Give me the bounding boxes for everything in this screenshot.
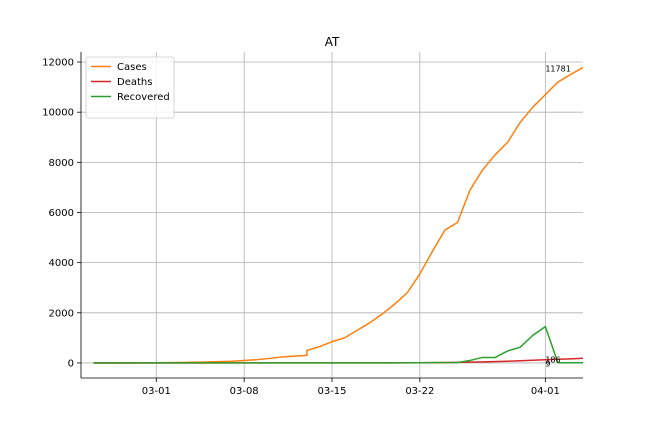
x-tick-label: 04-01: [531, 386, 560, 397]
data-series: [93, 66, 584, 364]
legend-box: [85, 56, 175, 119]
legend: Cases Deaths Recovered: [85, 56, 175, 119]
legend-label: Recovered: [117, 92, 170, 103]
y-tick-label: 0: [68, 358, 74, 369]
series-line-recovered: [93, 325, 583, 364]
y-tick-label: 6000: [49, 208, 74, 219]
axes: 03-01 03-08 03-15 03-22 04-01 0 2000 4000 6000 80…: [42, 52, 583, 397]
y-tick-label: 10000: [42, 108, 74, 119]
y-tick-label: 4000: [49, 258, 74, 269]
y-tick-label: 8000: [49, 158, 74, 169]
x-tick-label: 03-08: [230, 386, 259, 397]
y-tick-label: 2000: [49, 308, 74, 319]
x-tick-label: 03-15: [317, 386, 346, 397]
annotation-label: 9: [545, 360, 550, 369]
x-tick-label: 03-22: [405, 386, 434, 397]
legend-label: Deaths: [117, 77, 152, 88]
annotation-label: 186: [545, 355, 560, 364]
x-tick-label: 03-01: [142, 386, 171, 397]
chart-title: AT: [325, 35, 340, 49]
series-line-cases: [93, 66, 584, 364]
y-tick-label: 12000: [42, 58, 74, 69]
annotation-label: 11781: [545, 65, 570, 74]
legend-label: Cases: [117, 62, 147, 73]
